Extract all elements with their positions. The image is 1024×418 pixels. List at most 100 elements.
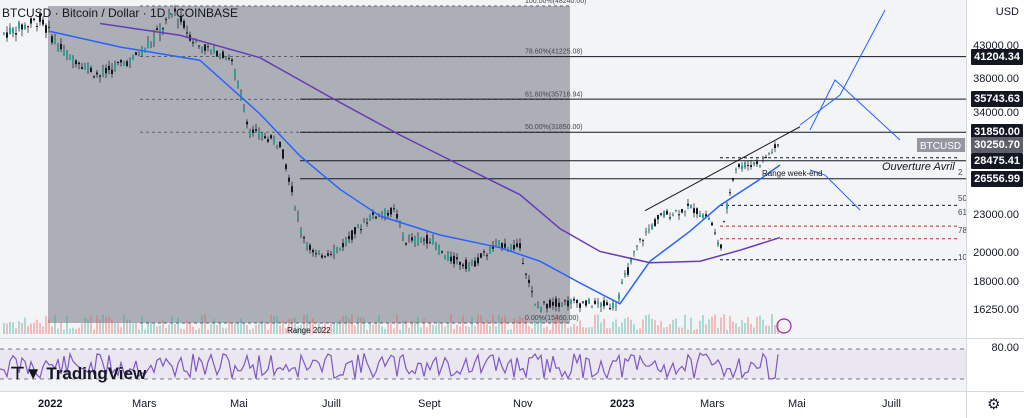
- candle-body: [678, 214, 680, 216]
- volume-bar: [501, 317, 503, 334]
- volume-bar: [540, 316, 542, 334]
- volume-bar: [525, 317, 527, 334]
- volume-bar: [651, 318, 653, 334]
- candle-body: [261, 133, 263, 137]
- candle-body: [51, 36, 53, 43]
- volume-bar: [777, 321, 779, 334]
- volume-bar: [261, 320, 263, 334]
- volume-bar: [471, 316, 473, 334]
- volume-bar: [510, 329, 512, 334]
- gear-icon[interactable]: ⚙: [987, 396, 1001, 413]
- candle-body: [750, 165, 752, 168]
- fib-label: 78.60%(41225.08): [525, 48, 583, 55]
- ma-fast-line: [49, 30, 781, 305]
- volume-bar: [477, 314, 479, 334]
- candle-body: [192, 42, 194, 44]
- candle-body: [468, 265, 470, 269]
- rsi-canvas[interactable]: [0, 339, 966, 392]
- volume-bar: [255, 325, 257, 334]
- volume-bar: [504, 315, 506, 334]
- volume-bar: [444, 326, 446, 334]
- candle-body: [144, 48, 146, 52]
- volume-bar: [426, 327, 428, 334]
- volume-bar: [120, 327, 122, 334]
- volume-bar: [222, 327, 224, 334]
- candle-body: [231, 59, 233, 62]
- volume-bar: [348, 318, 350, 334]
- candle-body: [711, 222, 713, 226]
- annotation-range-2022: Range 2022: [287, 326, 331, 335]
- volume-bar: [663, 327, 665, 334]
- price-axis[interactable]: USD 43000.0040000.0038000.0036000.003400…: [966, 0, 1024, 338]
- volume-bar: [546, 326, 548, 334]
- candle-body: [591, 306, 593, 308]
- candle-body: [612, 302, 614, 309]
- candle-body: [57, 47, 59, 50]
- candle-body: [651, 224, 653, 230]
- volume-bar: [735, 323, 737, 334]
- rsi-band: [0, 349, 966, 379]
- candle-body: [243, 108, 245, 113]
- price-tick: 34000.00: [973, 107, 1019, 119]
- candle-body: [507, 247, 509, 250]
- candle-body: [117, 61, 119, 63]
- candle-body: [372, 211, 374, 215]
- volume-bar: [72, 327, 74, 334]
- candle-body: [354, 227, 356, 235]
- candle-body: [549, 300, 551, 308]
- volume-bar: [567, 327, 569, 334]
- volume-bar: [384, 328, 386, 334]
- volume-bar: [24, 317, 26, 334]
- fib-right-label: 78: [958, 226, 966, 235]
- candle-body: [174, 8, 176, 12]
- time-tick: 2022: [38, 398, 63, 410]
- candle-body: [93, 76, 95, 78]
- candle-body: [621, 281, 623, 284]
- volume-bar: [327, 328, 329, 334]
- volume-bar: [573, 324, 575, 334]
- candle-body: [306, 243, 308, 247]
- candle-body: [450, 256, 452, 262]
- candle-body: [405, 243, 407, 245]
- volume-bar: [87, 318, 89, 334]
- volume-bar: [555, 314, 557, 334]
- candle-body: [45, 25, 47, 33]
- candle-body: [534, 304, 536, 306]
- volume-bar: [768, 325, 770, 334]
- time-tick: Mai: [788, 398, 806, 410]
- time-axis[interactable]: 2022 Mars Mai Juill Sept Nov 2023 Mars Mai Juill: [0, 391, 966, 418]
- candle-body: [414, 237, 416, 244]
- candle-body: [558, 302, 560, 307]
- chart-canvas[interactable]: 100.00%(48240.00) 78.60%(41225.08) 61.80%(…: [0, 0, 966, 338]
- candle-body: [114, 64, 116, 69]
- volume-bar: [771, 314, 773, 334]
- settings-corner[interactable]: ⚙: [966, 391, 1024, 418]
- volume-bar: [312, 317, 314, 334]
- candle-body: [69, 55, 71, 60]
- volume-bar: [6, 323, 8, 334]
- projection-arrow: [799, 9, 886, 126]
- currency-label[interactable]: USD: [995, 6, 1019, 18]
- candle-body: [579, 303, 581, 308]
- volume-bar: [522, 317, 524, 334]
- volume-bar: [513, 318, 515, 334]
- volume-bar: [759, 315, 761, 334]
- volume-bar: [528, 325, 530, 334]
- candle-body: [222, 51, 224, 59]
- volume-bar: [282, 320, 284, 334]
- candle-body: [540, 306, 542, 310]
- price-chart[interactable]: 100.00%(48240.00) 78.60%(41225.08) 61.80%(…: [0, 0, 966, 338]
- volume-bar: [81, 323, 83, 334]
- volume-bar: [273, 316, 275, 334]
- candle-body: [99, 75, 101, 77]
- candle-body: [528, 279, 530, 283]
- volume-bar: [372, 324, 374, 334]
- volume-bar: [108, 316, 110, 334]
- rsi-pane[interactable]: [0, 338, 966, 392]
- candle-body: [30, 18, 32, 24]
- volume-bar: [42, 326, 44, 334]
- volume-bar: [192, 326, 194, 334]
- volume-bar: [456, 324, 458, 334]
- candle-body: [219, 55, 221, 58]
- volume-bar: [432, 324, 434, 334]
